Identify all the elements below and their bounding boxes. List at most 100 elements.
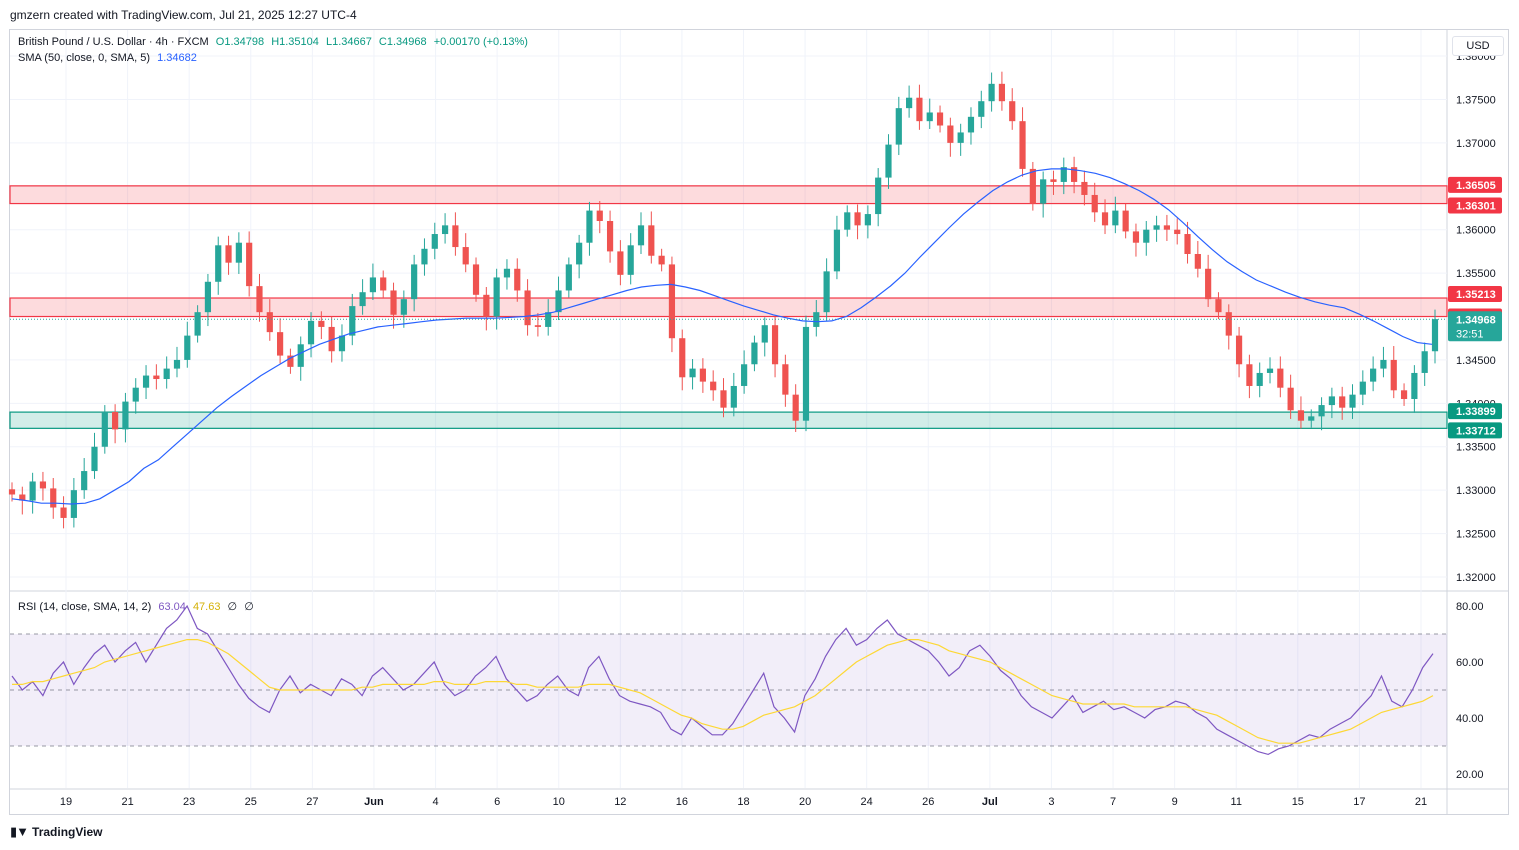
- candle-body: [266, 312, 273, 333]
- candle-body: [895, 108, 902, 145]
- attribution-text: gmzern created with TradingView.com, Jul…: [10, 8, 357, 22]
- rsi-label: RSI (14, close, SMA, 14, 2): [18, 601, 152, 613]
- candle-body: [29, 481, 36, 501]
- candle-body: [648, 225, 655, 256]
- candle-body: [1029, 168, 1036, 204]
- time-tick-label: 25: [245, 796, 257, 808]
- currency-button[interactable]: USD: [1452, 36, 1504, 56]
- candle-body: [1153, 225, 1160, 230]
- price-legend: British Pound / U.S. Dollar · 4h · FXCM …: [18, 36, 532, 48]
- candle-body: [297, 344, 304, 367]
- candle-body: [545, 312, 552, 327]
- candle-body: [606, 221, 614, 252]
- candle-body: [328, 326, 335, 352]
- price-tick-label: 1.37500: [1456, 94, 1496, 106]
- candle-body: [1411, 372, 1418, 399]
- time-tick-label: 16: [676, 796, 688, 808]
- candle-body: [741, 364, 748, 386]
- candle-body: [132, 387, 139, 402]
- candle-body: [1071, 167, 1078, 182]
- time-tick-label: 3: [1048, 796, 1054, 808]
- candle-body: [194, 312, 201, 336]
- rsi-line: [11, 604, 1434, 756]
- sma-line: [11, 168, 1433, 505]
- candle-body: [576, 242, 583, 265]
- ohlc-low: L1.34667: [325, 36, 372, 48]
- label-res-lower-top-bg: [1448, 286, 1502, 303]
- candle-body: [215, 245, 222, 282]
- candle-body: [39, 481, 47, 489]
- candle-body: [1318, 405, 1325, 417]
- time-tick-label: 4: [432, 796, 438, 808]
- candle-body: [503, 268, 511, 278]
- candle-body: [1132, 231, 1140, 243]
- ohlc-high: H1.35104: [271, 36, 319, 48]
- candle-body: [1101, 212, 1109, 226]
- time-tick-label: 12: [614, 796, 626, 808]
- rsi-legend: RSI (14, close, SMA, 14, 2) 63.04 47.63 …: [18, 600, 258, 613]
- candle-body: [978, 101, 985, 117]
- candle-body: [813, 312, 820, 327]
- candle-body: [1431, 319, 1439, 352]
- symbol-label: British Pound / U.S. Dollar · 4h · FXCM: [18, 36, 209, 48]
- candle-body: [689, 368, 696, 378]
- candle-body: [751, 342, 758, 365]
- candle-body: [380, 277, 387, 291]
- rsi-sma-line: [12, 639, 1434, 744]
- candle-body: [349, 306, 356, 336]
- candle-body: [60, 507, 67, 518]
- candle-body: [50, 488, 57, 508]
- price-tick-label: 1.36000: [1456, 225, 1496, 237]
- candle-body: [730, 385, 737, 408]
- candle-body: [761, 325, 768, 343]
- candle-body: [637, 225, 645, 246]
- candle-body: [1163, 225, 1170, 230]
- candle-body: [91, 446, 98, 472]
- candle-body: [307, 320, 315, 345]
- candle-body: [720, 390, 727, 408]
- time-tick-label: 23: [183, 796, 195, 808]
- candle-body: [1225, 312, 1232, 336]
- time-tick-label: 21: [1415, 796, 1427, 808]
- candle-body: [617, 251, 624, 275]
- candle-body: [359, 292, 366, 307]
- candle-body: [936, 112, 944, 126]
- candle-body: [163, 368, 170, 380]
- candle-body: [1287, 387, 1294, 411]
- rsi-tick-label: 80.00: [1456, 601, 1484, 613]
- price-tick-label: 1.32500: [1456, 529, 1496, 541]
- candle-body: [565, 264, 572, 291]
- candle-body: [906, 97, 913, 109]
- label-support-top: 1.33899: [1456, 406, 1496, 418]
- candle-body: [998, 83, 1006, 102]
- candle-body: [184, 335, 191, 360]
- candle-body: [1339, 396, 1346, 408]
- candle-body: [277, 332, 284, 356]
- price-tick-label: 1.35500: [1456, 268, 1496, 280]
- candle-body: [173, 359, 181, 369]
- candle-body: [369, 277, 376, 293]
- time-tick-label: Jul: [982, 796, 998, 808]
- candle-body: [1308, 416, 1315, 421]
- candle-body: [1205, 268, 1212, 300]
- candle-body: [586, 210, 593, 243]
- candle-body: [771, 325, 779, 365]
- rsi-tick-label: 20.00: [1456, 769, 1484, 781]
- current-price-label-bg: [1448, 311, 1502, 342]
- footer-brand[interactable]: ▮▼ TradingView: [10, 824, 103, 840]
- rsi-tick-label: 40.00: [1456, 713, 1484, 725]
- rsi-extra-1: ∅: [227, 601, 238, 613]
- candle-body: [1050, 179, 1057, 182]
- candle-body: [1174, 229, 1181, 235]
- candle-body: [390, 290, 397, 315]
- time-tick-label: 27: [306, 796, 318, 808]
- candle-body: [1390, 359, 1397, 391]
- price-tick-label: 1.32000: [1456, 572, 1496, 584]
- label-support-bottom-bg: [1448, 422, 1502, 439]
- candle-body: [844, 212, 851, 230]
- candle-body: [287, 355, 294, 367]
- candle-body: [534, 325, 541, 327]
- rsi-band-fill: [10, 634, 1447, 746]
- label-res-upper-top: 1.36505: [1456, 180, 1496, 192]
